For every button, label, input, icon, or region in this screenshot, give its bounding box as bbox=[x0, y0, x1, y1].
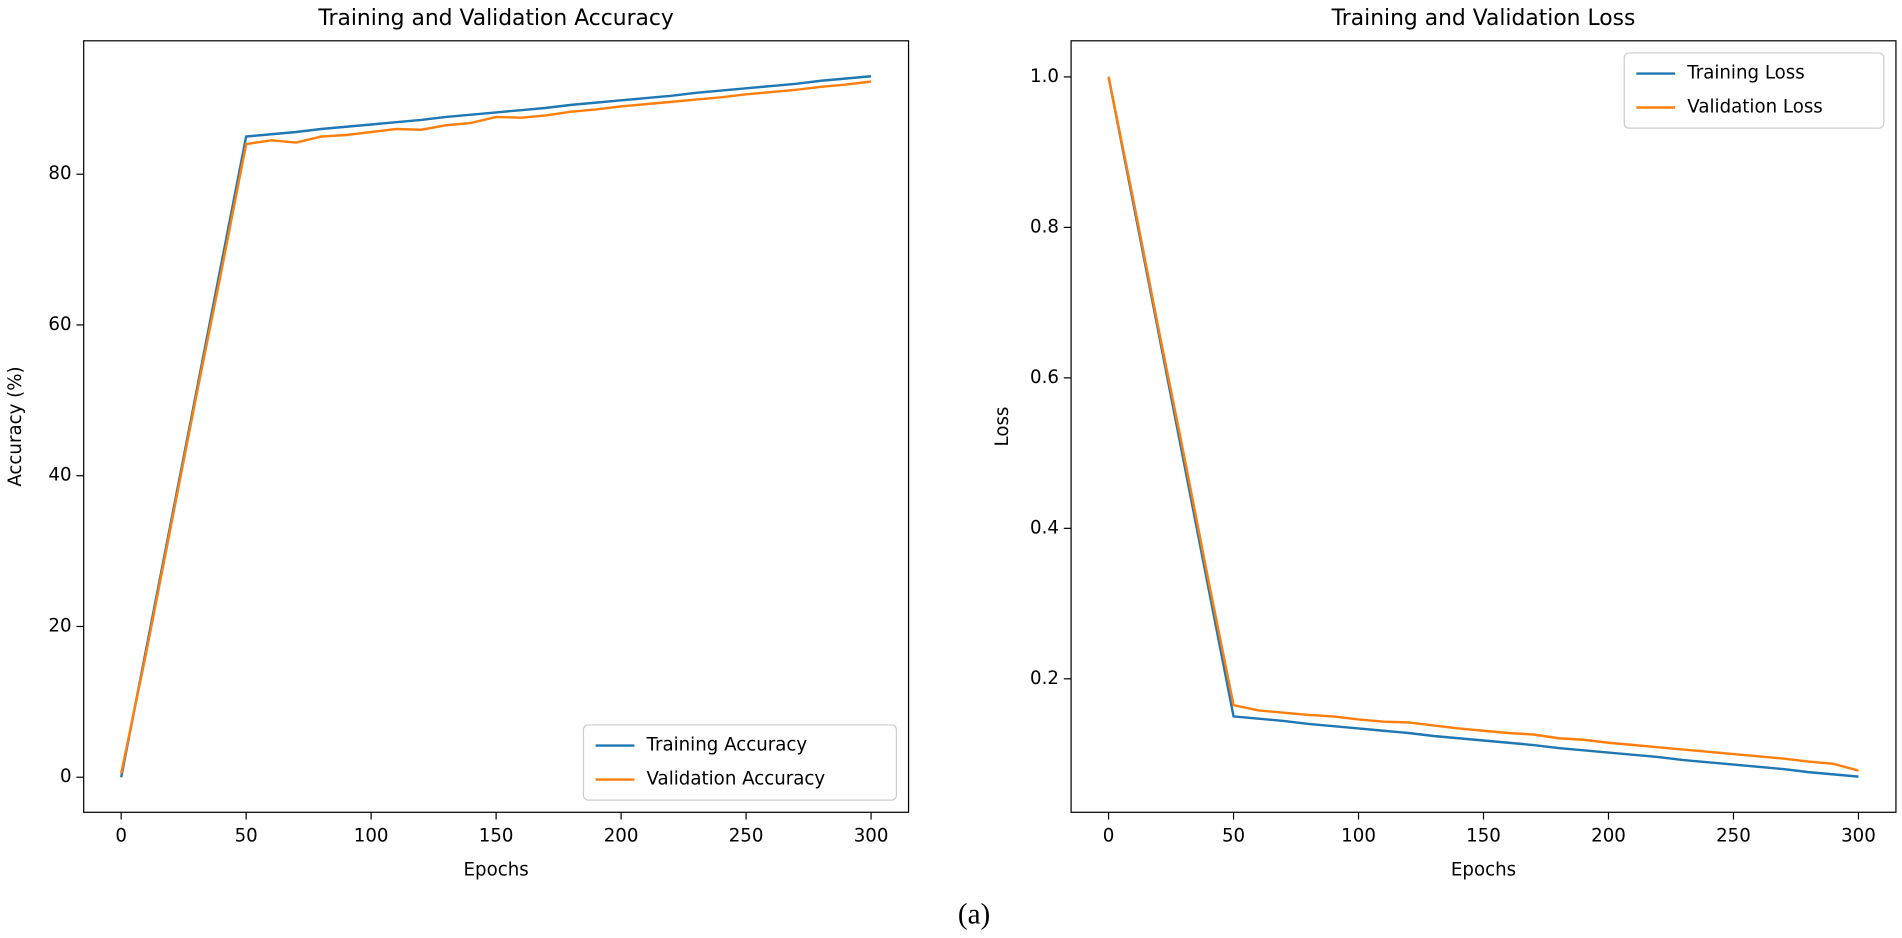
x-tick-label: 100 bbox=[1341, 826, 1376, 847]
y-tick-label: 0 bbox=[60, 766, 72, 787]
y-tick-label: 20 bbox=[48, 615, 71, 636]
data-line bbox=[120, 80, 872, 774]
axes-frame bbox=[83, 40, 910, 813]
data-line bbox=[120, 75, 872, 778]
legend-label: Validation Loss bbox=[1687, 97, 1822, 118]
y-tick-label: 0.8 bbox=[1030, 216, 1059, 237]
x-tick-label: 200 bbox=[604, 826, 639, 847]
chart-title: Training and Validation Accuracy bbox=[317, 6, 674, 31]
legend-label: Validation Accuracy bbox=[647, 769, 826, 790]
y-axis-label: Loss bbox=[992, 407, 1013, 447]
x-tick-label: 300 bbox=[1841, 826, 1876, 847]
x-tick-label: 0 bbox=[115, 826, 127, 847]
y-tick-label: 0.4 bbox=[1030, 517, 1059, 538]
y-tick-label: 60 bbox=[48, 314, 71, 335]
legend-label: Training Loss bbox=[1686, 63, 1804, 84]
x-tick-label: 50 bbox=[235, 826, 258, 847]
y-tick-label: 1.0 bbox=[1030, 66, 1059, 87]
data-line bbox=[1107, 76, 1859, 778]
y-tick-label: 40 bbox=[48, 465, 71, 486]
x-axis-label: Epochs bbox=[1451, 860, 1516, 881]
legend-label: Training Accuracy bbox=[646, 735, 808, 756]
x-tick-label: 150 bbox=[1466, 826, 1501, 847]
y-tick-label: 0.2 bbox=[1030, 668, 1059, 689]
legend-box bbox=[582, 724, 898, 801]
axes-frame bbox=[1070, 40, 1897, 813]
y-tick-label: 80 bbox=[48, 163, 71, 184]
data-line bbox=[1107, 76, 1859, 772]
x-tick-label: 250 bbox=[729, 826, 764, 847]
y-tick-label: 0.6 bbox=[1030, 367, 1059, 388]
chart-title: Training and Validation Loss bbox=[1331, 6, 1636, 31]
x-tick-label: 0 bbox=[1103, 826, 1115, 847]
x-tick-label: 150 bbox=[479, 826, 514, 847]
x-tick-label: 300 bbox=[854, 826, 889, 847]
caption: (a) bbox=[958, 898, 990, 930]
x-axis-label: Epochs bbox=[464, 860, 529, 881]
x-tick-label: 250 bbox=[1716, 826, 1751, 847]
x-tick-label: 50 bbox=[1222, 826, 1245, 847]
legend-box bbox=[1623, 52, 1885, 129]
x-tick-label: 100 bbox=[354, 826, 389, 847]
x-tick-label: 200 bbox=[1591, 826, 1626, 847]
y-axis-label: Accuracy (%) bbox=[5, 366, 26, 486]
